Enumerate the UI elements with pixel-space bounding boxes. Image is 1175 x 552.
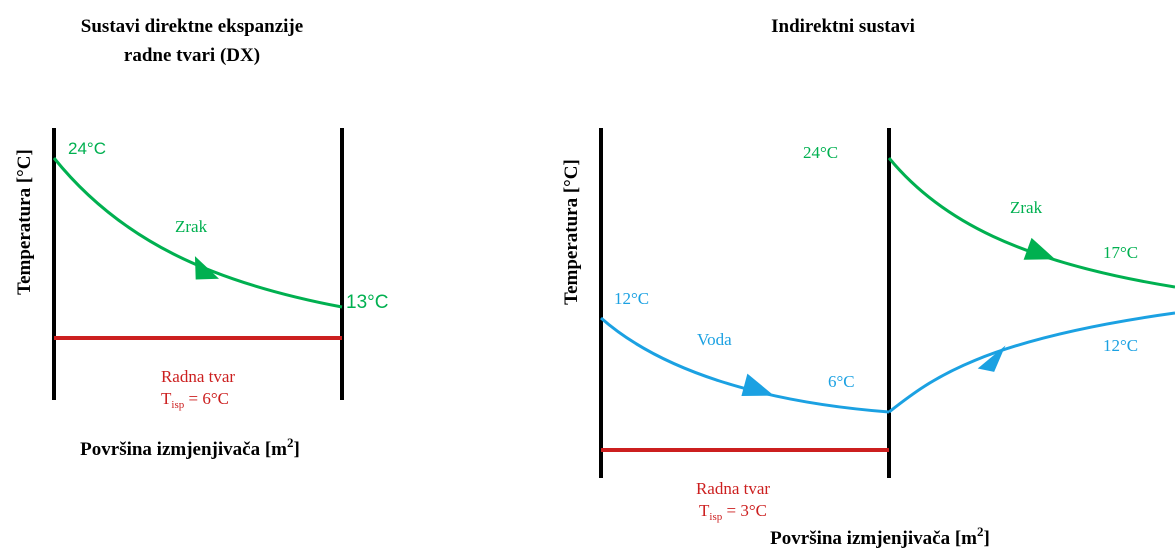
right-air-label: Zrak (1010, 198, 1043, 217)
right-refrigerant-label: Radna tvar (696, 479, 770, 498)
left-panel: Sustavi direktne ekspanzije radne tvari … (14, 16, 388, 460)
left-refrigerant-label: Radna tvar (161, 367, 235, 386)
right-water-arrow (741, 373, 774, 396)
right-air-arrow (1023, 237, 1056, 260)
left-title-line1: Sustavi direktne ekspanzije (81, 16, 303, 37)
left-air-in-temp: 24°C (68, 139, 106, 158)
right-evaporation-temp: Tisp = 3°C (699, 501, 767, 523)
right-water-in-temp: 12°C (614, 289, 649, 308)
right-air-in-temp: 24°C (803, 143, 838, 162)
right-panel: Indirektni sustavi Temperatura [°C] 12°C… (561, 16, 1175, 549)
right-water-out-temp: 6°C (828, 372, 855, 391)
left-y-axis-label: Temperatura [°C] (14, 149, 35, 295)
right-title: Indirektni sustavi (771, 16, 915, 37)
right-x-axis-label: Površina izmjenjivača [m2] (770, 524, 990, 549)
left-air-label: Zrak (175, 217, 208, 236)
left-air-arrow (194, 256, 220, 280)
left-evaporation-temp: Tisp = 6°C (161, 389, 229, 411)
left-air-out-temp: 13°C (346, 292, 388, 313)
right-water-label: Voda (697, 330, 732, 349)
right-water-curve (600, 316, 890, 414)
left-x-axis-label: Površina izmjenjivača [m2] (80, 435, 300, 460)
right-water-return-temp: 12°C (1103, 336, 1138, 355)
right-water-return-curve (888, 311, 1175, 414)
right-water-return-arrow (977, 345, 1006, 372)
right-y-axis-label: Temperatura [°C] (561, 159, 582, 305)
right-air-curve (887, 157, 1175, 289)
left-air-curve (52, 157, 343, 309)
left-title-line2: radne tvari (DX) (124, 45, 260, 66)
right-air-out-temp: 17°C (1103, 243, 1138, 262)
